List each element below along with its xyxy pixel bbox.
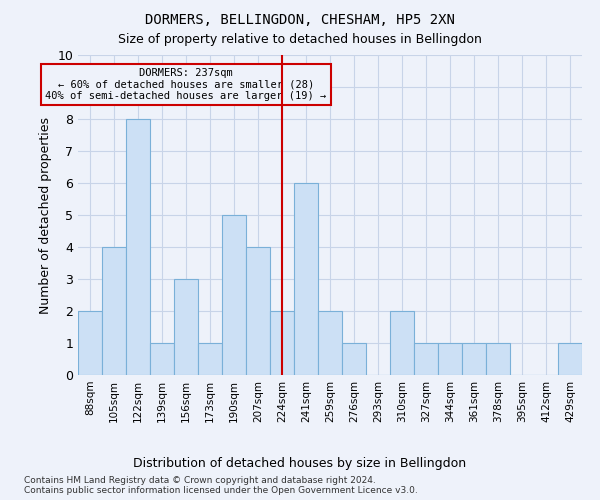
Text: Distribution of detached houses by size in Bellingdon: Distribution of detached houses by size … [133, 458, 467, 470]
Bar [246, 247, 270, 375]
Bar [102, 247, 126, 375]
Bar [342, 343, 366, 375]
Bar [486, 343, 510, 375]
Text: DORMERS: 237sqm
← 60% of detached houses are smaller (28)
40% of semi-detached h: DORMERS: 237sqm ← 60% of detached houses… [46, 68, 326, 101]
Bar [78, 311, 102, 375]
Bar [462, 343, 486, 375]
Bar [174, 279, 198, 375]
Text: DORMERS, BELLINGDON, CHESHAM, HP5 2XN: DORMERS, BELLINGDON, CHESHAM, HP5 2XN [145, 12, 455, 26]
Bar [222, 215, 246, 375]
Bar [126, 119, 150, 375]
Y-axis label: Number of detached properties: Number of detached properties [39, 116, 52, 314]
Bar [318, 311, 342, 375]
Bar [150, 343, 174, 375]
Bar [414, 343, 438, 375]
Bar [198, 343, 222, 375]
Bar [270, 311, 294, 375]
Bar [390, 311, 414, 375]
Bar [294, 183, 318, 375]
Bar [558, 343, 582, 375]
Text: Contains HM Land Registry data © Crown copyright and database right 2024.
Contai: Contains HM Land Registry data © Crown c… [24, 476, 418, 495]
Bar [438, 343, 462, 375]
Text: Size of property relative to detached houses in Bellingdon: Size of property relative to detached ho… [118, 32, 482, 46]
